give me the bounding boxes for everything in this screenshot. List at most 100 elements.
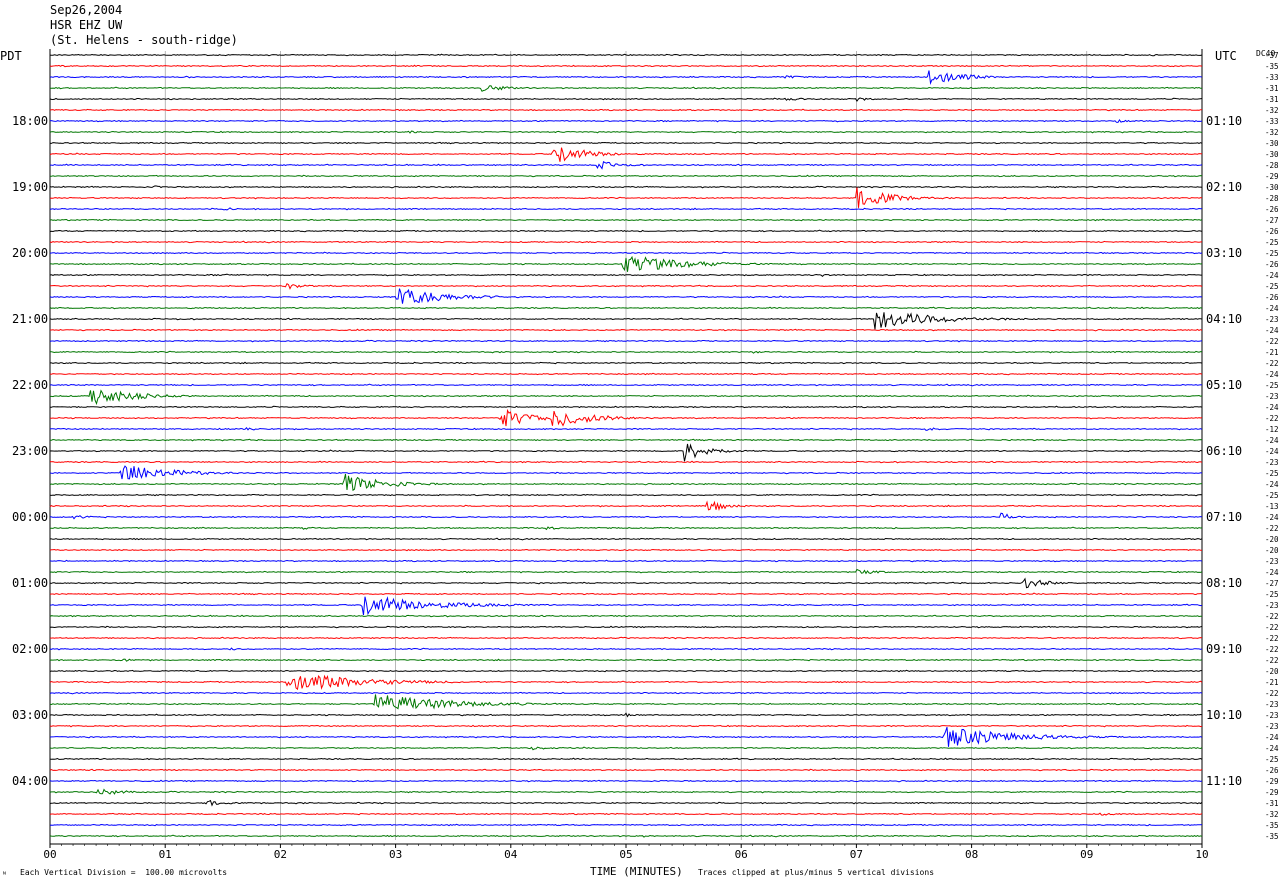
trace-line [49, 118, 1203, 123]
trace-line [49, 548, 1202, 552]
x-tick-label: 07 [850, 848, 863, 861]
dc-offset-label: -23 [1265, 392, 1279, 401]
dc-offset-label: -22 [1265, 623, 1279, 632]
trace-line [49, 658, 1203, 662]
trace-line [49, 141, 1203, 145]
right-time-label: 06:10 [1206, 444, 1242, 458]
dc-offset-label: -23 [1265, 315, 1279, 324]
x-tick-label: 04 [504, 848, 518, 861]
dc-offset-label: -25 [1265, 469, 1279, 478]
dc-offset-label: -29 [1265, 172, 1279, 181]
trace-line [49, 788, 1203, 795]
trace-line [49, 255, 1203, 272]
dc-offset-label: -31 [1265, 799, 1279, 808]
right-time-label: 08:10 [1206, 576, 1242, 590]
trace-line [49, 240, 1203, 244]
dc-offset-label: -26 [1265, 766, 1279, 775]
trace-line [49, 559, 1203, 563]
dc-offset-label: -24 [1265, 271, 1279, 280]
dc-offset-label: -23 [1265, 700, 1279, 709]
dc-offset-label: -21 [1265, 678, 1279, 687]
left-time-label: 22:00 [12, 378, 48, 392]
dc-offset-label: -37 [1265, 51, 1279, 60]
trace-line [49, 53, 1203, 57]
dc-offset-label: -25 [1265, 238, 1279, 247]
dc-offset-label: -25 [1265, 381, 1279, 390]
left-time-label: 00:00 [12, 510, 48, 524]
x-tick-label: 09 [1080, 848, 1093, 861]
left-time-label: 02:00 [12, 642, 48, 656]
dc-offset-label: -30 [1265, 183, 1279, 192]
dc-offset-label: -13 [1265, 502, 1279, 511]
left-time-label: 23:00 [12, 444, 48, 458]
trace-line [49, 694, 1203, 710]
dc-offset-label: -35 [1265, 821, 1279, 830]
x-tick-label: 00 [43, 848, 56, 861]
right-time-label: 11:10 [1206, 774, 1242, 788]
trace-line [50, 361, 1203, 365]
dc-label-sup: 40 [1265, 49, 1276, 58]
trace-line [49, 779, 1203, 783]
trace-line [49, 350, 1203, 354]
header-location: (St. Helens - south-ridge) [50, 33, 238, 47]
dc-offset-label: -33 [1265, 73, 1279, 82]
trace-line [49, 647, 1203, 651]
trace-line [50, 328, 1203, 332]
trace-line [49, 339, 1203, 343]
dc-offset-label: -21 [1265, 348, 1279, 357]
dc-offset-label: -26 [1265, 227, 1279, 236]
dc-offset-label: -24 [1265, 447, 1279, 456]
dc-offset-label: -24 [1265, 326, 1279, 335]
trace-line [49, 757, 1203, 761]
dc-offset-label: -32 [1265, 106, 1279, 115]
trace-line [49, 372, 1203, 376]
x-tick-label: 06 [735, 848, 748, 861]
header-date: Sep26,2004 [50, 3, 123, 17]
trace-line [49, 438, 1203, 442]
left-time-label: 19:00 [12, 180, 48, 194]
dc-offset-label: -33 [1265, 117, 1279, 126]
trace-line [49, 282, 1203, 290]
dc-offset-label: -22 [1265, 612, 1279, 621]
trace-line [49, 746, 1203, 751]
x-tick-label: 01 [159, 848, 172, 861]
trace-line [49, 596, 1203, 616]
trace-line [49, 724, 1203, 728]
x-tick-label: 02 [274, 848, 287, 861]
dc-offset-label: -30 [1265, 150, 1279, 159]
trace-line [49, 512, 1203, 520]
dc-offset-label: -32 [1265, 128, 1279, 137]
trace-line [49, 405, 1203, 409]
dc-offset-label: -25 [1265, 249, 1279, 258]
trace-line [49, 443, 1203, 462]
left-time-label: 18:00 [12, 114, 48, 128]
dc-offset-label: -22 [1265, 359, 1279, 368]
trace-line [49, 691, 1203, 695]
trace-line [49, 500, 1203, 511]
dc-offset-label: -22 [1265, 414, 1279, 423]
trace-line [49, 625, 1203, 629]
trace-line [49, 726, 1203, 747]
dc-offset-label: -22 [1265, 634, 1279, 643]
trace-line [49, 207, 1203, 211]
dc-offset-label: -31 [1265, 95, 1279, 104]
trace-line [49, 408, 1203, 427]
trace-line [49, 218, 1203, 222]
dc-offset-label: -24 [1265, 513, 1279, 522]
trace-line [49, 306, 1203, 310]
right-axis-title: UTC [1215, 49, 1237, 63]
right-time-label: 01:10 [1206, 114, 1242, 128]
dc-offset-label: -35 [1265, 62, 1279, 71]
trace-line [49, 834, 1203, 838]
trace-line [49, 251, 1203, 255]
trace-line [49, 288, 1203, 304]
x-tick-label: 05 [619, 848, 632, 861]
x-tick-label: 10 [1195, 848, 1208, 861]
trace-line [49, 97, 1203, 102]
dc-offset-label: -22 [1265, 524, 1279, 533]
dc-offset-label: -28 [1265, 161, 1279, 170]
trace-line [49, 568, 1203, 575]
dc-offset-label: -22 [1265, 689, 1279, 698]
trace-line [49, 185, 1203, 189]
right-time-label: 07:10 [1206, 510, 1242, 524]
